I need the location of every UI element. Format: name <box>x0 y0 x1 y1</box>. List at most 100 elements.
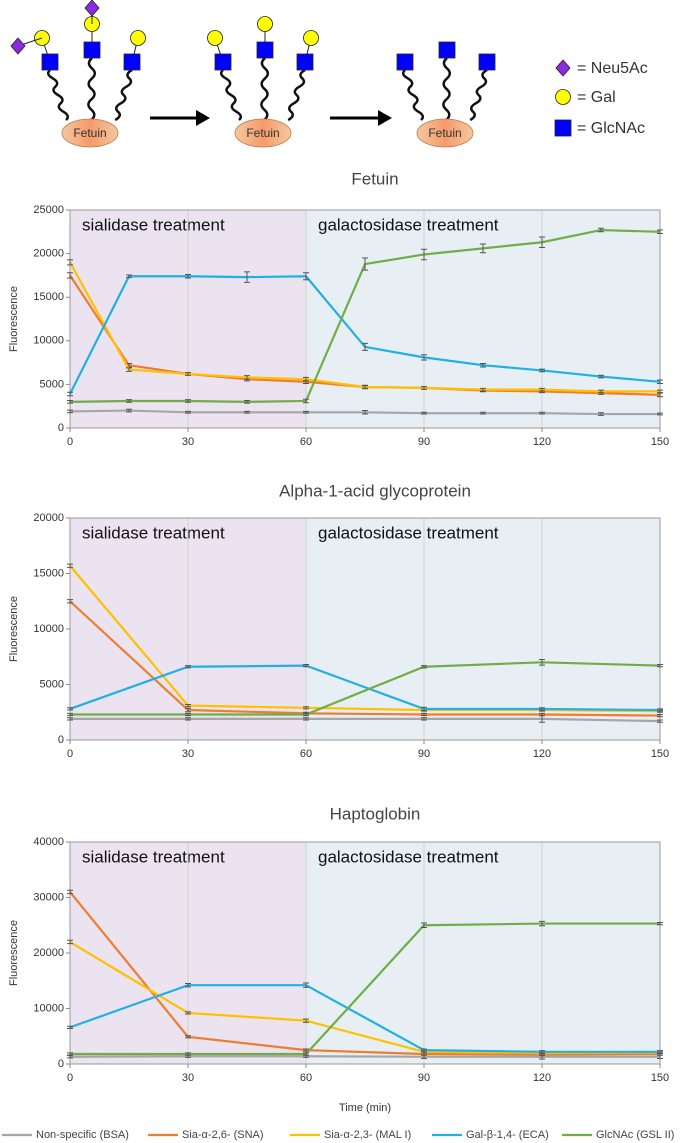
error-bar <box>185 712 191 717</box>
error-bar <box>67 707 73 711</box>
y-tick-label: 30000 <box>33 891 64 903</box>
glcnac-square <box>438 41 456 59</box>
glcnac-square <box>123 53 141 71</box>
error-bar <box>185 703 191 708</box>
error-bar <box>657 713 663 718</box>
error-bar <box>362 410 368 415</box>
error-bar <box>126 274 132 279</box>
glycan-chain <box>469 68 488 122</box>
glycan-chain <box>287 68 306 122</box>
x-tick-label: 0 <box>67 748 73 760</box>
error-bar <box>480 243 486 254</box>
error-bar <box>67 409 73 414</box>
y-tick-label: 15000 <box>33 567 64 579</box>
glycan-diagram: Fetuin Fetuin Fetuin = Neu5Ac = Gal = GlcNAc <box>10 0 648 148</box>
error-bar <box>185 707 191 713</box>
legend-label: Gal-β-1,4- (ECA) <box>466 1129 549 1141</box>
error-bar <box>421 665 427 669</box>
error-bar <box>421 717 427 721</box>
error-bar <box>598 374 604 379</box>
y-tick-label: 25000 <box>33 204 64 216</box>
error-bar <box>480 387 486 392</box>
y-axis-label: Fluorescence <box>8 286 20 352</box>
error-bar <box>67 939 73 945</box>
region-label: sialidase treatment <box>82 215 225 234</box>
error-bar <box>185 1011 191 1015</box>
error-bar <box>67 889 73 895</box>
x-axis-label: Time (min) <box>339 1102 391 1114</box>
error-bar <box>598 227 604 233</box>
error-bar <box>185 717 191 721</box>
arrow-head <box>378 110 392 126</box>
protein <box>416 118 474 148</box>
y-tick-label: 5000 <box>40 678 64 690</box>
error-bar <box>67 1055 73 1059</box>
error-bar <box>598 389 604 394</box>
glycan-chain <box>260 57 270 121</box>
legend-label: Sia-α-2,3- (MAL I) <box>324 1129 411 1141</box>
gal-circle <box>207 30 223 46</box>
error-bar <box>539 659 545 666</box>
error-bar <box>303 706 309 710</box>
arrow-head <box>196 110 210 126</box>
chart-title: Fetuin <box>351 169 398 188</box>
y-tick-label: 40000 <box>33 836 64 848</box>
charts: Fetuin sialidase treatment galactosidase t… <box>8 169 669 1113</box>
series-line <box>69 565 661 713</box>
glycan-chain <box>219 69 243 121</box>
treatment-region <box>306 518 660 740</box>
x-tick-label: 30 <box>182 748 194 760</box>
y-tick-label: 10000 <box>33 1002 64 1014</box>
gal-circle <box>257 16 273 32</box>
error-bar <box>598 412 604 416</box>
error-bar <box>362 257 368 271</box>
error-bar <box>539 920 545 927</box>
gal-circle <box>130 30 146 46</box>
chart-title: Alpha-1-acid glycoprotein <box>279 481 471 500</box>
error-bar <box>67 717 73 721</box>
legend-label: Sia-α-2,6- (SNA) <box>182 1129 264 1141</box>
error-bar <box>303 717 309 721</box>
error-bar <box>421 354 427 361</box>
protein-label: Fetuin <box>428 126 461 140</box>
plot-frame <box>69 841 661 1065</box>
error-bar <box>421 922 427 928</box>
region-label: sialidase treatment <box>82 523 225 542</box>
series-line <box>69 891 661 1056</box>
x-tick-label: 150 <box>651 748 669 760</box>
error-bar <box>185 399 191 403</box>
error-bar <box>67 272 73 279</box>
error-bar <box>67 563 73 568</box>
error-bar <box>657 412 663 416</box>
region-label: galactosidase treatment <box>318 523 499 542</box>
glcnac-square <box>256 41 274 59</box>
x-tick-label: 120 <box>533 1072 551 1084</box>
error-bar <box>303 712 309 717</box>
error-bar <box>303 664 309 668</box>
error-bar <box>657 921 663 926</box>
error-bar <box>657 389 663 394</box>
x-tick-label: 150 <box>651 1072 669 1084</box>
error-bar <box>185 274 191 279</box>
y-axis-label: Fluorescence <box>8 596 20 662</box>
y-tick-label: 0 <box>58 422 64 434</box>
series-line <box>69 1055 660 1058</box>
x-tick-label: 150 <box>651 436 669 448</box>
glcnac-square <box>214 53 232 71</box>
series-line <box>69 664 661 712</box>
y-tick-label: 20000 <box>33 512 64 524</box>
protein <box>61 118 119 148</box>
error-bar <box>244 375 250 380</box>
error-bar <box>657 1050 663 1054</box>
error-bar <box>421 1048 427 1052</box>
error-bar <box>362 385 368 389</box>
error-bar <box>185 983 191 988</box>
y-tick-label: 20000 <box>33 947 64 959</box>
region-label: sialidase treatment <box>82 847 225 866</box>
error-bar <box>185 665 191 669</box>
glcnac-square <box>296 53 314 71</box>
error-bar <box>362 342 368 351</box>
error-bar <box>244 410 250 414</box>
x-tick-label: 0 <box>67 1072 73 1084</box>
